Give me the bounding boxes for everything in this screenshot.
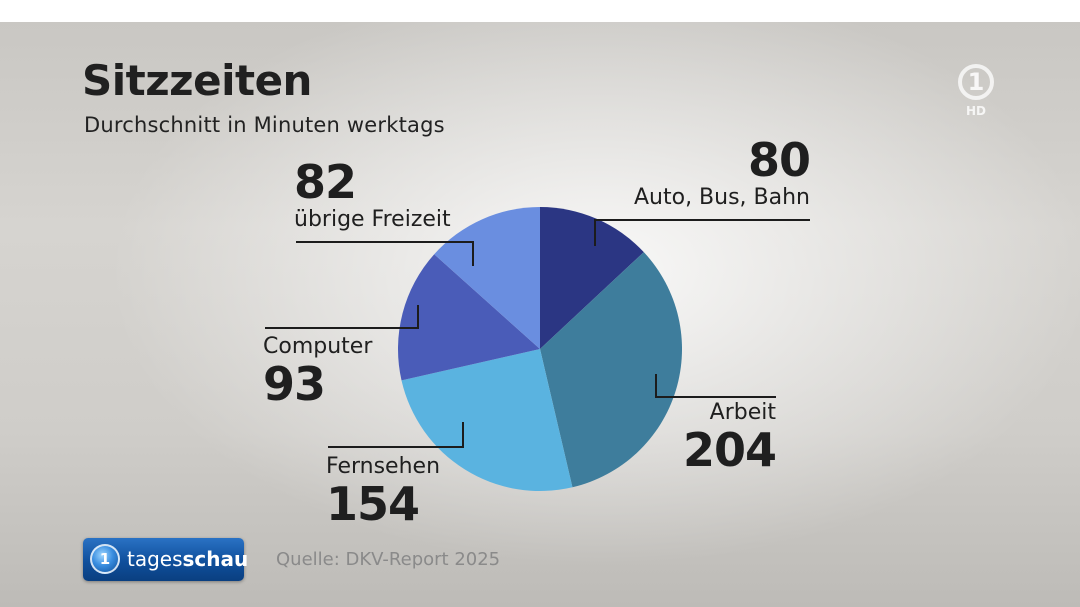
value-auto: 80 <box>747 133 811 187</box>
value-freizeit: 82 <box>294 155 357 209</box>
name-freizeit: übrige Freizeit <box>294 207 451 232</box>
globe-icon: 1 <box>90 544 120 574</box>
leader-line-arbeit <box>655 374 776 398</box>
leader-line-computer <box>265 305 419 329</box>
source-note: Quelle: DKV-Report 2025 <box>276 549 501 570</box>
leader-line-fernsehen <box>328 422 464 448</box>
label-freizeit: 82 übrige Freizeit <box>294 159 451 232</box>
leader-line-auto <box>594 219 810 246</box>
hd-badge: HD <box>966 104 987 118</box>
label-arbeit: Arbeit 204 <box>682 400 777 477</box>
pie-slice-fernsehen <box>401 349 573 491</box>
name-arbeit: Arbeit <box>709 400 776 425</box>
tagesschau-logo: 1 tagesschau <box>83 538 248 581</box>
chart-title: Sitzzeiten <box>82 56 312 105</box>
value-fernsehen: 154 <box>326 477 420 531</box>
pie-slice-computer <box>398 254 540 381</box>
value-arbeit: 204 <box>682 423 777 477</box>
label-fernsehen: Fernsehen 154 <box>326 454 440 527</box>
chart-stage: Sitzzeiten Durchschnitt in Minuten werkt… <box>0 22 1080 607</box>
name-fernsehen: Fernsehen <box>326 454 441 479</box>
leader-line-freizeit <box>296 241 474 266</box>
value-computer: 93 <box>263 357 326 411</box>
label-auto: 80 Auto, Bus, Bahn <box>633 133 811 210</box>
pie-slice-auto <box>540 207 644 349</box>
chart-subtitle: Durchschnitt in Minuten werktags <box>84 113 445 137</box>
pie-chart <box>265 207 810 491</box>
label-computer: Computer 93 <box>263 334 372 407</box>
tagesschau-wordmark: tagesschau <box>127 547 249 571</box>
pie-slice-arbeit <box>540 252 682 488</box>
name-auto: Auto, Bus, Bahn <box>633 185 810 210</box>
das-erste-logo-icon: 1 <box>958 64 994 100</box>
name-computer: Computer <box>263 334 373 359</box>
